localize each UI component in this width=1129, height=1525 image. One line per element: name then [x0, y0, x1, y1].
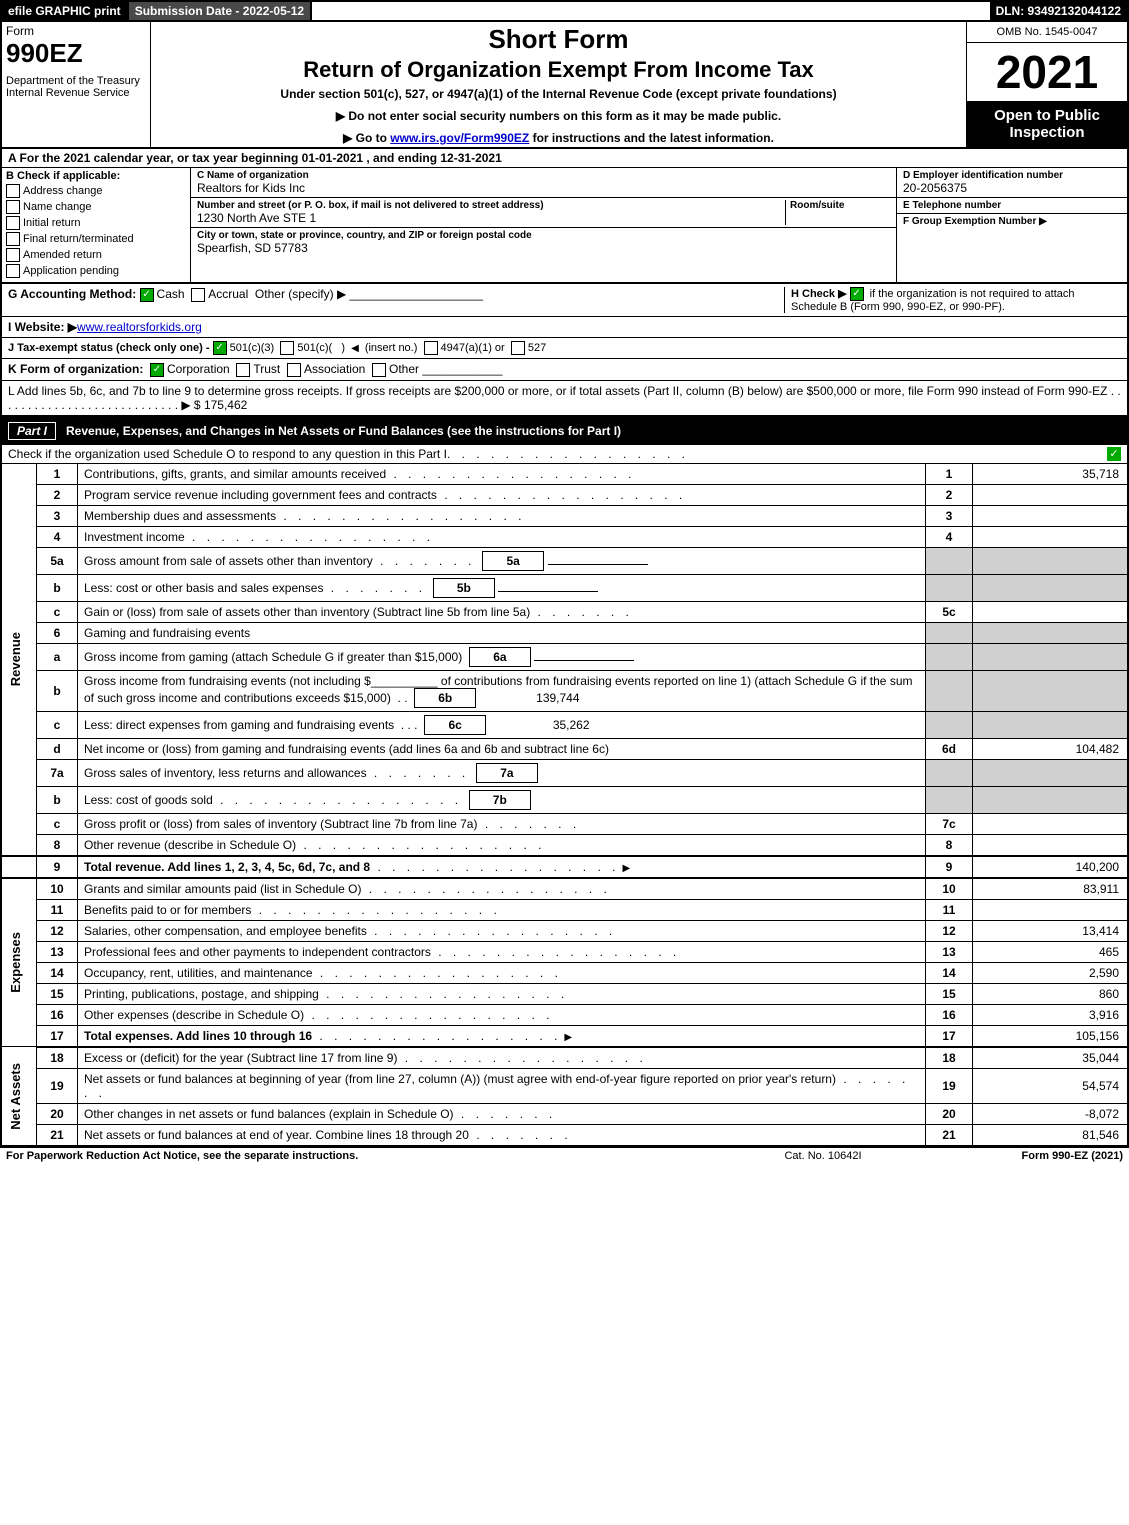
chk-amended-return[interactable]: Amended return: [6, 248, 186, 262]
line-14-amount: 2,590: [973, 962, 1129, 983]
section-d: D Employer identification number 20-2056…: [897, 168, 1127, 198]
line-17-amount: 105,156: [973, 1025, 1129, 1047]
section-def: D Employer identification number 20-2056…: [896, 168, 1127, 282]
line-8-amount: [973, 834, 1129, 856]
instr-1: ▶ Do not enter social security numbers o…: [159, 109, 958, 123]
line-11-amount: [973, 899, 1129, 920]
line-15-amount: 860: [973, 983, 1129, 1004]
dept-text: Department of the Treasury Internal Reve…: [6, 75, 146, 99]
footer-right: Form 990-EZ (2021): [923, 1150, 1123, 1162]
header-right: OMB No. 1545-0047 2021 Open to Public In…: [967, 22, 1127, 147]
schedule-o-check[interactable]: ✓: [1107, 447, 1121, 461]
line-21-amount: 81,546: [973, 1124, 1129, 1146]
line-6d-amount: 104,482: [973, 738, 1129, 759]
org-name: Realtors for Kids Inc: [197, 181, 890, 195]
section-i: I Website: ▶www.realtorsforkids.org: [0, 317, 1129, 338]
form-number: 990EZ: [6, 38, 146, 69]
chk-schedule-b[interactable]: [850, 287, 864, 301]
section-l: L Add lines 5b, 6c, and 7b to line 9 to …: [0, 381, 1129, 417]
chk-address-change[interactable]: Address change: [6, 184, 186, 198]
section-f: F Group Exemption Number ▶: [897, 214, 1127, 229]
top-bar: efile GRAPHIC print Submission Date - 20…: [0, 0, 1129, 20]
line-7c-amount: [973, 813, 1129, 834]
line-19-amount: 54,574: [973, 1068, 1129, 1103]
section-e: E Telephone number: [897, 198, 1127, 214]
line-12-amount: 13,414: [973, 920, 1129, 941]
header-center: Short Form Return of Organization Exempt…: [151, 22, 967, 147]
chk-527[interactable]: [511, 341, 525, 355]
chk-trust[interactable]: [236, 363, 250, 377]
line-16-amount: 3,916: [973, 1004, 1129, 1025]
chk-initial-return[interactable]: Initial return: [6, 216, 186, 230]
chk-other-org[interactable]: [372, 363, 386, 377]
part-i-table: Revenue 1 Contributions, gifts, grants, …: [0, 464, 1129, 1147]
part-i-sub: Check if the organization used Schedule …: [0, 445, 1129, 464]
line-18-amount: 35,044: [973, 1047, 1129, 1069]
form-header: Form 990EZ Department of the Treasury In…: [0, 20, 1129, 149]
title-subtitle: Under section 501(c), 527, or 4947(a)(1)…: [159, 87, 958, 101]
revenue-label: Revenue: [8, 632, 23, 686]
line-10-amount: 83,911: [973, 878, 1129, 900]
title-main: Return of Organization Exempt From Incom…: [159, 57, 958, 83]
section-g-h: G Accounting Method: Cash Accrual Other …: [0, 284, 1129, 317]
chk-cash[interactable]: [140, 288, 154, 302]
footer: For Paperwork Reduction Act Notice, see …: [0, 1147, 1129, 1164]
chk-accrual[interactable]: [191, 288, 205, 302]
line-20-amount: -8,072: [973, 1103, 1129, 1124]
netassets-label: Net Assets: [8, 1063, 23, 1130]
chk-final-return[interactable]: Final return/terminated: [6, 232, 186, 246]
chk-4947[interactable]: [424, 341, 438, 355]
chk-corporation[interactable]: [150, 363, 164, 377]
instr-2: ▶ Go to www.irs.gov/Form990EZ for instru…: [159, 131, 958, 145]
section-a: A For the 2021 calendar year, or tax yea…: [0, 149, 1129, 167]
footer-center: Cat. No. 10642I: [723, 1150, 923, 1162]
section-j: J Tax-exempt status (check only one) - 5…: [0, 338, 1129, 359]
chk-501c3[interactable]: [213, 341, 227, 355]
section-c: C Name of organization Realtors for Kids…: [191, 168, 896, 282]
line-6b-box: 139,744: [480, 691, 580, 705]
inspection-box: Open to Public Inspection: [967, 101, 1127, 147]
line-2-amount: [973, 484, 1129, 505]
title-short: Short Form: [159, 24, 958, 55]
omb-number: OMB No. 1545-0047: [967, 22, 1127, 43]
dln: DLN: 93492132044122: [990, 2, 1127, 20]
line-6c-box: 35,262: [490, 718, 590, 732]
org-city: Spearfish, SD 57783: [197, 241, 890, 255]
section-b-to-f: B Check if applicable: Address change Na…: [0, 167, 1129, 284]
chk-application-pending[interactable]: Application pending: [6, 264, 186, 278]
line-1-amount: 35,718: [973, 464, 1129, 485]
part-i-header: Part I Revenue, Expenses, and Changes in…: [0, 417, 1129, 445]
efile-label: efile GRAPHIC print: [2, 2, 129, 20]
header-left: Form 990EZ Department of the Treasury In…: [2, 22, 151, 147]
line-13-amount: 465: [973, 941, 1129, 962]
chk-501c[interactable]: [280, 341, 294, 355]
line-9-amount: 140,200: [973, 856, 1129, 878]
footer-left: For Paperwork Reduction Act Notice, see …: [6, 1150, 723, 1162]
line-4-amount: [973, 526, 1129, 547]
irs-link[interactable]: www.irs.gov/Form990EZ: [390, 131, 529, 145]
gross-receipts: 175,462: [204, 398, 247, 412]
website-link[interactable]: www.realtorsforkids.org: [77, 320, 202, 334]
ein: 20-2056375: [903, 181, 1121, 195]
section-k: K Form of organization: Corporation Trus…: [0, 359, 1129, 381]
form-label: Form: [6, 24, 146, 38]
section-b: B Check if applicable: Address change Na…: [2, 168, 191, 282]
org-address: 1230 North Ave STE 1: [197, 211, 785, 225]
chk-association[interactable]: [287, 363, 301, 377]
tax-year: 2021: [967, 43, 1127, 101]
line-3-amount: [973, 505, 1129, 526]
submission-date: Submission Date - 2022-05-12: [129, 2, 312, 20]
chk-name-change[interactable]: Name change: [6, 200, 186, 214]
expenses-label: Expenses: [8, 932, 23, 993]
line-5c-amount: [973, 601, 1129, 622]
